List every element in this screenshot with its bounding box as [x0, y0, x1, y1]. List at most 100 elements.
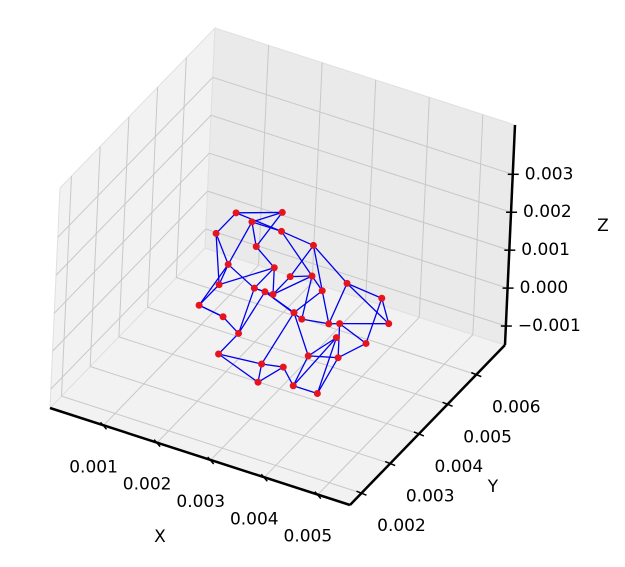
edge — [215, 233, 220, 285]
grid-line — [57, 76, 214, 238]
edge — [307, 337, 337, 357]
z-axis-label: Z — [597, 216, 609, 236]
z-tick-label: 0.002 — [523, 202, 572, 222]
y-tick — [384, 460, 396, 467]
edge — [337, 323, 341, 358]
node — [362, 339, 370, 347]
edge — [301, 318, 329, 325]
grid-line — [263, 316, 420, 478]
edge — [292, 337, 337, 387]
edge — [293, 290, 323, 314]
network — [195, 208, 393, 398]
x-axis — [49, 406, 351, 507]
node — [252, 243, 260, 251]
edge — [235, 212, 282, 232]
edge — [280, 230, 313, 277]
edge — [215, 212, 237, 234]
node — [332, 334, 340, 342]
x-tick-label: 0.003 — [176, 492, 225, 512]
y-tick-label: 0.003 — [406, 487, 455, 507]
grid-line — [317, 334, 474, 495]
node — [261, 288, 269, 296]
x-tick-label: 0.002 — [123, 475, 172, 495]
axes — [49, 124, 519, 507]
edge — [218, 353, 262, 365]
y-tick-label: 0.006 — [492, 398, 541, 418]
x-tick-label: 0.005 — [284, 527, 333, 547]
grid-line — [212, 76, 513, 175]
edge — [218, 353, 259, 383]
grid-line — [258, 45, 270, 266]
grid-line — [61, 395, 362, 494]
node — [325, 320, 333, 328]
z-axis — [503, 124, 517, 346]
x-tick — [153, 439, 161, 448]
node — [286, 273, 294, 281]
edge — [251, 221, 257, 247]
labels: 0.0010.0020.0030.0040.0050.0020.0030.004… — [69, 164, 609, 547]
edge — [290, 275, 313, 278]
z-tick-label: 0.003 — [525, 164, 574, 184]
node — [313, 390, 321, 398]
node — [270, 264, 278, 272]
z-tick-label: 0.000 — [520, 278, 569, 298]
edge — [272, 275, 313, 295]
x-tick — [314, 491, 322, 500]
y-tick — [471, 371, 482, 378]
edge — [227, 263, 255, 289]
grid-line — [103, 264, 259, 426]
y-tick — [356, 490, 367, 496]
grid-line — [147, 87, 159, 308]
edge — [293, 312, 309, 357]
grid-line — [156, 282, 313, 443]
node — [215, 281, 223, 289]
node — [224, 260, 232, 268]
edge — [255, 212, 283, 247]
edge — [272, 276, 291, 295]
edge — [316, 337, 338, 394]
x-axis-label: X — [154, 527, 166, 547]
node — [289, 382, 297, 390]
x-tick — [207, 456, 215, 465]
node — [318, 287, 326, 295]
x-tick-label: 0.001 — [69, 457, 118, 477]
edge — [289, 245, 315, 278]
edge — [282, 366, 294, 387]
node — [250, 284, 258, 292]
node — [212, 229, 220, 237]
node — [215, 350, 223, 358]
node — [277, 227, 285, 235]
edge — [222, 316, 240, 334]
grid-line — [50, 228, 207, 390]
grid-line — [118, 336, 420, 435]
edge — [218, 332, 240, 355]
y-axis-label: Y — [487, 477, 499, 497]
edge — [365, 298, 383, 344]
node — [298, 315, 306, 323]
z-tick-label: 0.001 — [521, 240, 570, 260]
edge — [312, 244, 348, 284]
grid-line — [60, 176, 72, 397]
edge — [255, 246, 275, 269]
z-tick-label: −0.001 — [518, 316, 581, 336]
edge — [238, 291, 266, 334]
edge — [301, 275, 313, 320]
edge — [308, 355, 339, 359]
node — [219, 313, 227, 321]
y-axis — [349, 344, 506, 506]
grid-line — [55, 114, 212, 276]
edge — [251, 211, 283, 223]
node — [343, 279, 351, 287]
edge — [328, 283, 348, 325]
x-tick — [100, 421, 108, 430]
y-tick-label: 0.005 — [463, 427, 512, 447]
node — [258, 360, 266, 368]
grid-line — [147, 306, 448, 405]
edge — [337, 342, 367, 359]
grid-line — [90, 366, 391, 464]
edge — [346, 282, 383, 299]
node — [378, 294, 386, 302]
node — [309, 241, 317, 249]
edge — [281, 230, 314, 247]
edge — [339, 323, 367, 344]
